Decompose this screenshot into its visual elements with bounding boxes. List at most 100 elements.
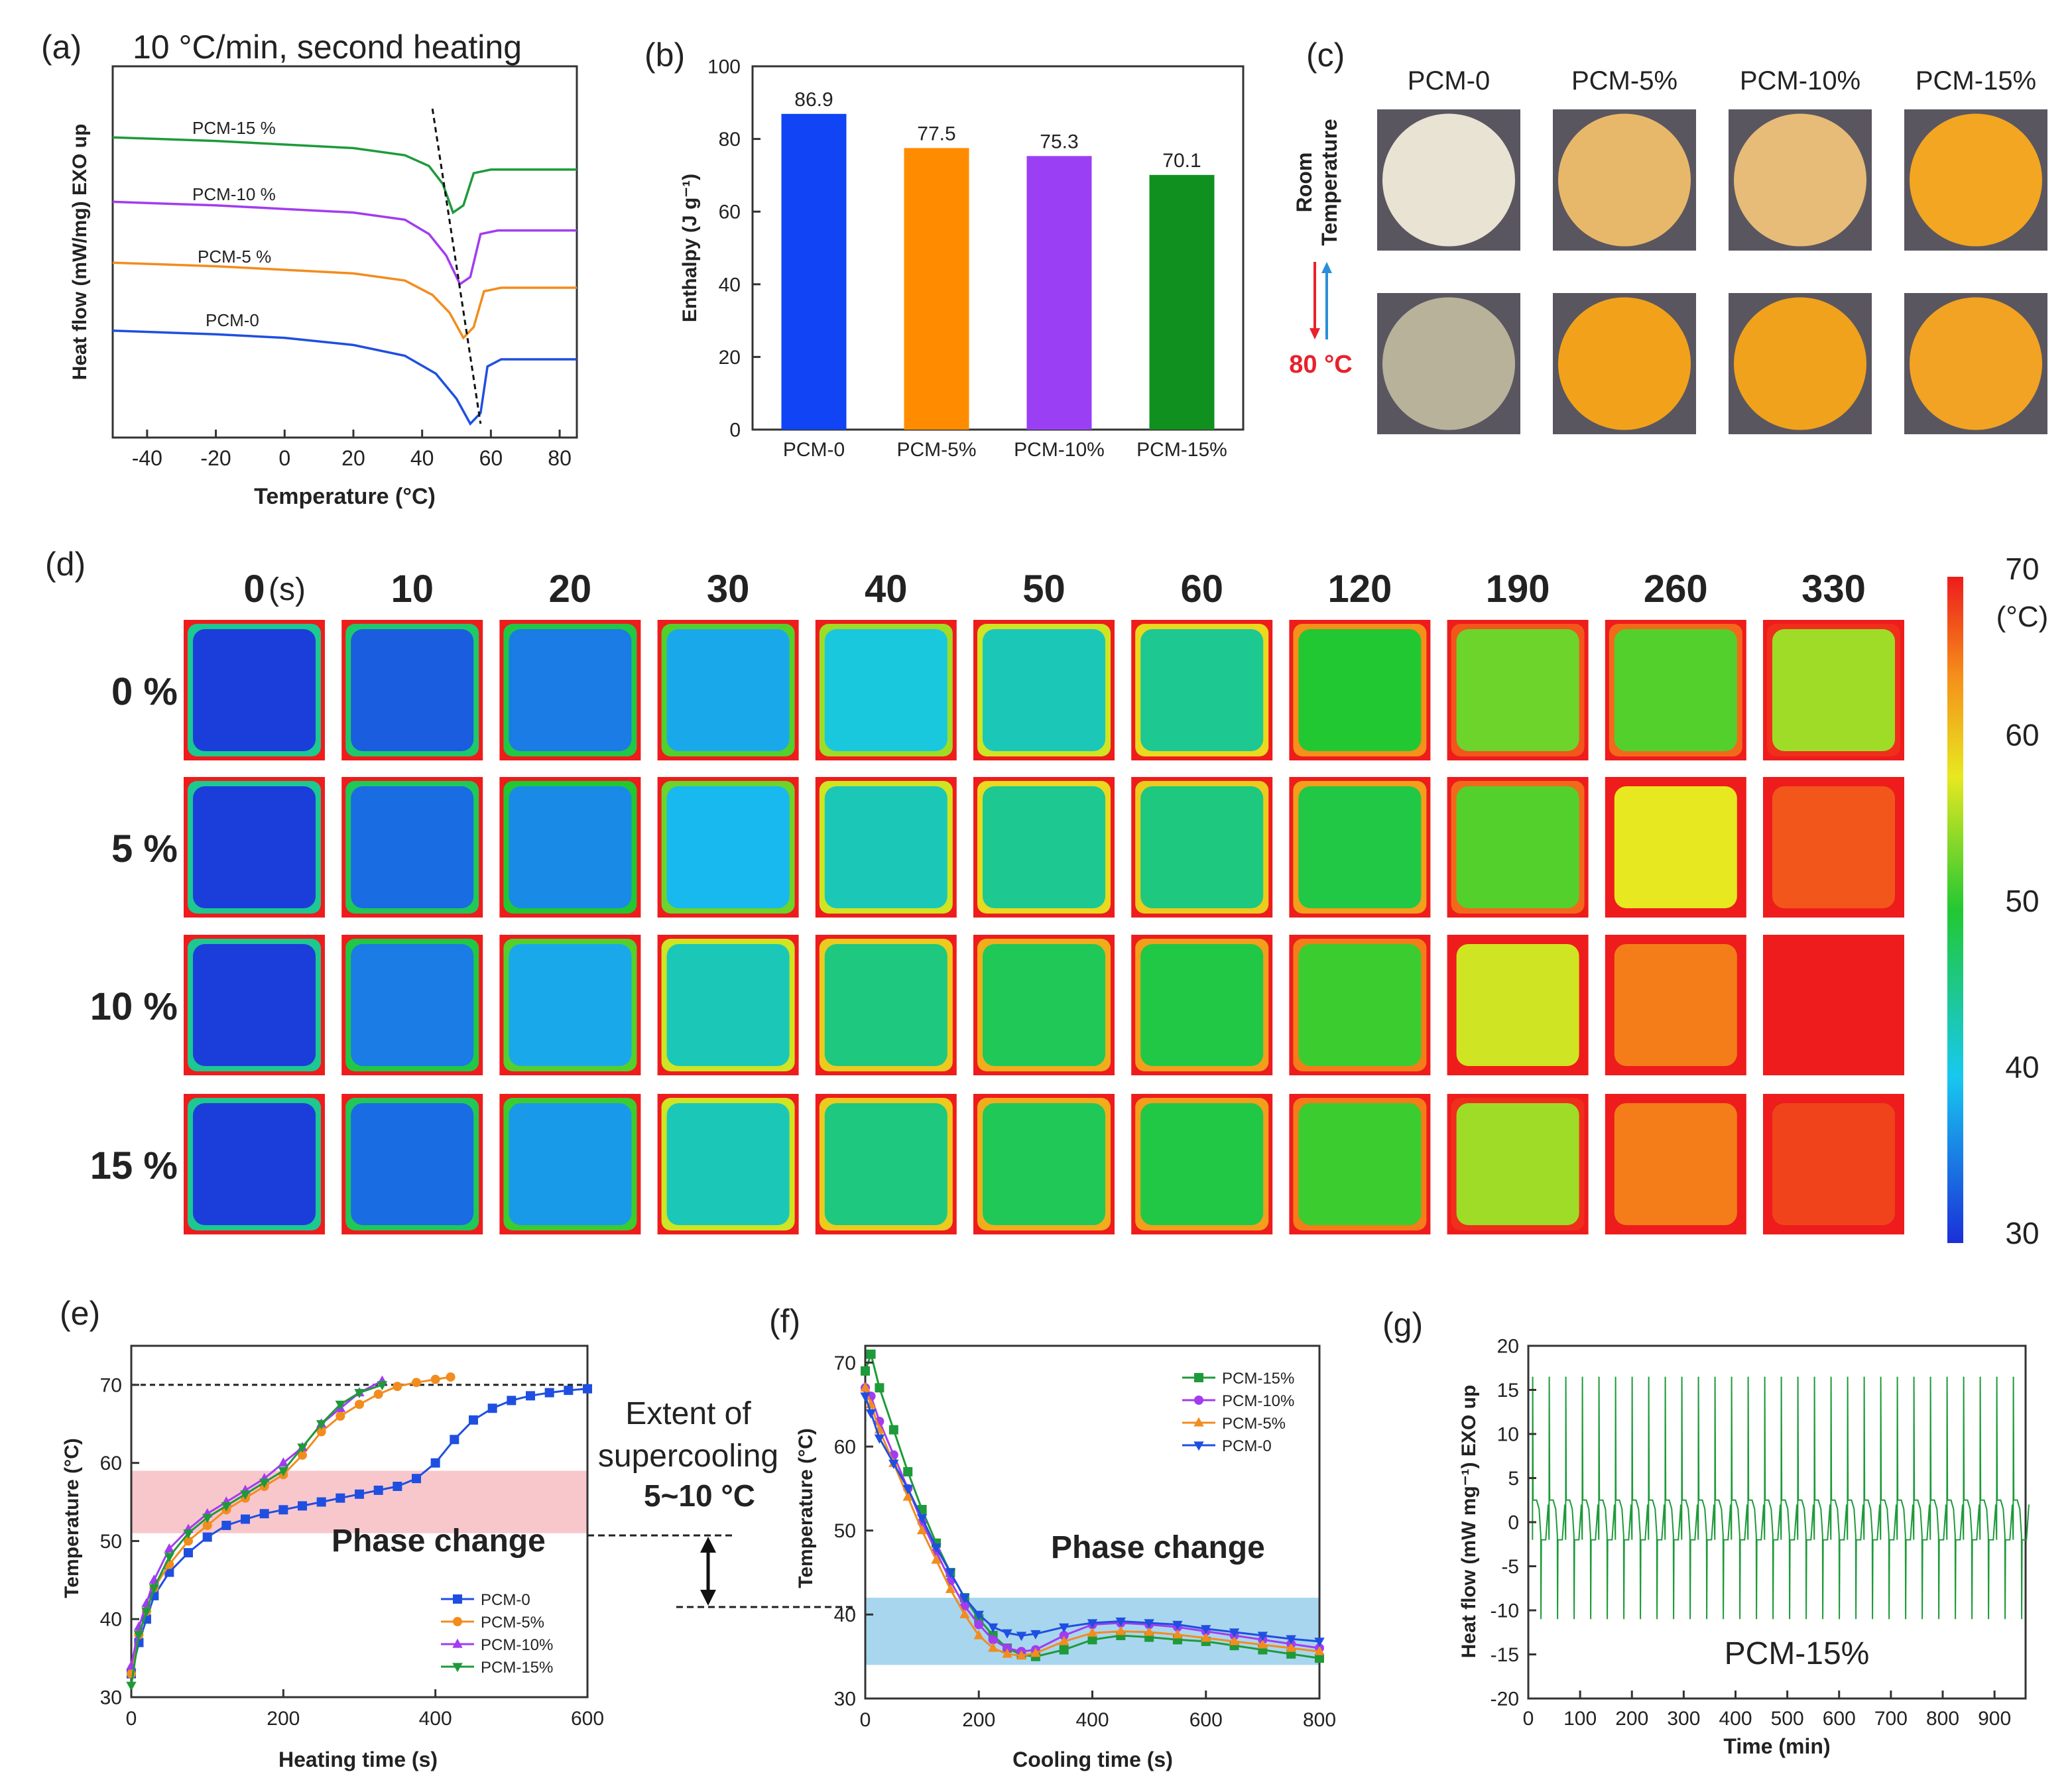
panel-d-row-label: 5 % xyxy=(111,827,178,870)
panel-c-row-room-line2: Temperature xyxy=(1317,119,1341,245)
panel-f-point xyxy=(1016,1632,1027,1641)
panel-e-legend: PCM-0 PCM-5% PCM-10% PCM-15% xyxy=(441,1591,553,1677)
panel-d-time-unit: (s) xyxy=(269,572,306,607)
panel-g-xtick-label: 700 xyxy=(1874,1708,1908,1730)
panel-f-point xyxy=(1144,1626,1154,1636)
panel-e-point xyxy=(278,1505,288,1515)
panel-e-point xyxy=(430,1458,440,1468)
panel-d-tile-core xyxy=(983,1103,1105,1225)
panel-e-xlabel: Heating time (s) xyxy=(278,1748,438,1771)
panel-c-label: (c) xyxy=(1306,36,1345,74)
extent-label-line2: supercooling xyxy=(598,1439,778,1474)
panel-a-line-1 xyxy=(112,200,577,286)
panel-a-series-label-pcm0: PCM-0 xyxy=(206,310,259,330)
panel-e-point xyxy=(149,1584,160,1594)
panel-f-point xyxy=(860,1382,871,1392)
panel-a-peak-guide xyxy=(431,108,482,424)
panel-a-series-label-pcm5: PCM-5 % xyxy=(198,247,271,267)
panel-e-point xyxy=(184,1536,193,1546)
panel-c-column-labels: PCM-0 PCM-5% PCM-10% PCM-15% xyxy=(1408,66,2036,95)
panel-e-point xyxy=(412,1474,421,1484)
panel-e-point xyxy=(240,1490,251,1500)
panel-f-point xyxy=(875,1383,884,1393)
panel-e-point xyxy=(377,1381,388,1391)
panel-e-point xyxy=(278,1457,289,1467)
panel-d-colorbar-tick-label: 40 xyxy=(2005,1050,2039,1085)
panel-d-tile-core xyxy=(666,786,790,908)
panel-e-point xyxy=(298,1450,307,1460)
panel-b-bar-2 xyxy=(1026,156,1092,430)
panel-f-point xyxy=(1314,1638,1325,1647)
panel-d-tile-core xyxy=(193,629,316,751)
panel-d-tile-core xyxy=(351,629,474,751)
panel-b-plot-frame xyxy=(751,65,1245,431)
panel-d-tile-core xyxy=(983,786,1105,908)
panel-b-value-label: 70.1 xyxy=(1162,150,1201,172)
panel-d-colorbar-tick-label: 50 xyxy=(2005,884,2039,918)
panel-e-point xyxy=(141,1607,152,1617)
panel-f-point xyxy=(988,1635,998,1645)
panel-e-point xyxy=(278,1466,289,1476)
panel-g-xtick-label: 300 xyxy=(1667,1708,1700,1730)
panel-f-point xyxy=(1201,1632,1211,1642)
panel-d-time-label: 30 xyxy=(707,567,750,611)
panel-d-time-label: 120 xyxy=(1328,567,1392,611)
panel-b-ylabel: Enthalpy (J g⁻¹) xyxy=(679,174,701,322)
panel-e-point xyxy=(412,1378,421,1388)
panel-f-xlabel: Cooling time (s) xyxy=(1012,1748,1173,1771)
panel-f-point xyxy=(959,1594,970,1604)
panel-c-column-label: PCM-10% xyxy=(1740,66,1860,95)
panel-a-xtick-label: -40 xyxy=(132,446,162,470)
panel-f-series xyxy=(860,1349,1325,1663)
panel-d-tile-core xyxy=(983,944,1105,1066)
panel-g-label: (g) xyxy=(1382,1306,1423,1343)
panel-d-row-label: 10 % xyxy=(90,985,178,1028)
panel-f-point xyxy=(1172,1629,1183,1639)
panel-f-point xyxy=(1315,1653,1324,1663)
panel-d-time-label: 60 xyxy=(1180,567,1223,611)
panel-d-thermal-grid xyxy=(184,620,1904,1234)
panel-d-colorbar xyxy=(1947,577,1963,1243)
panel-d: (d) 0 10 20 30 40 50 60 120 190 260 330 (s) 0 % 5 %… xyxy=(45,546,2048,1250)
panel-d-tile-core xyxy=(193,1103,316,1225)
panel-d-tile-core xyxy=(983,629,1105,751)
panel-e-label: (e) xyxy=(60,1295,100,1332)
panel-d-tile-core xyxy=(193,786,316,908)
panel-g-ylabel: Heat flow (mW mg⁻¹) EXO up xyxy=(1458,1385,1480,1659)
panel-e-point xyxy=(316,1420,327,1430)
panel-d-row-label: 15 % xyxy=(90,1144,178,1187)
panel-d-tile-core xyxy=(509,786,632,908)
panel-b-category-label: PCM-10% xyxy=(1014,439,1105,461)
panel-e-point xyxy=(430,1374,440,1384)
panel-b-ytick-label: 20 xyxy=(719,347,741,369)
panel-g-ytick-label: -10 xyxy=(1491,1600,1519,1622)
panel-f-point xyxy=(1002,1629,1012,1639)
panel-f-point xyxy=(1286,1642,1296,1652)
panel-d-colorbar-tick-label: 70 xyxy=(2005,552,2039,586)
panel-a-series-labels: PCM-15 % PCM-10 % PCM-5 % PCM-0 xyxy=(192,118,276,330)
panel-f-ticks: 0 200 400 600 800 30 40 50 60 70 xyxy=(834,1352,1336,1731)
panel-f-legend: PCM-15% PCM-10% PCM-5% PCM-0 xyxy=(1182,1370,1294,1455)
panel-d-tile-core xyxy=(509,629,632,751)
panel-b-category-label: PCM-0 xyxy=(783,439,845,461)
panel-d-tile-core xyxy=(824,944,947,1066)
panel-e-ytick-label: 50 xyxy=(100,1531,122,1553)
panel-a-line-3 xyxy=(112,329,577,426)
panel-b-ytick-label: 0 xyxy=(729,420,741,442)
panel-f-legend-marker xyxy=(1193,1417,1204,1427)
panel-g-ytick-label: 20 xyxy=(1497,1336,1519,1358)
panel-g-series-label: PCM-15% xyxy=(1725,1636,1870,1671)
panel-e-point xyxy=(259,1509,269,1519)
panel-f-legend-label: PCM-5% xyxy=(1222,1415,1286,1433)
panel-f-point xyxy=(1087,1627,1098,1637)
panel-b-ytick-label: 100 xyxy=(707,56,741,78)
panel-b-bars: 86.9 PCM-0 77.5 PCM-5% 75.3 PCM-10% 70.1 PCM-15… xyxy=(781,89,1227,461)
panel-e-point xyxy=(335,1493,345,1503)
panel-d-tile-core xyxy=(351,786,474,908)
panel-f-point xyxy=(866,1349,876,1359)
panel-f-point xyxy=(888,1459,899,1469)
panel-e-point xyxy=(202,1520,212,1530)
panel-c-column-label: PCM-0 xyxy=(1408,66,1490,95)
panel-e-series xyxy=(126,1372,592,1691)
